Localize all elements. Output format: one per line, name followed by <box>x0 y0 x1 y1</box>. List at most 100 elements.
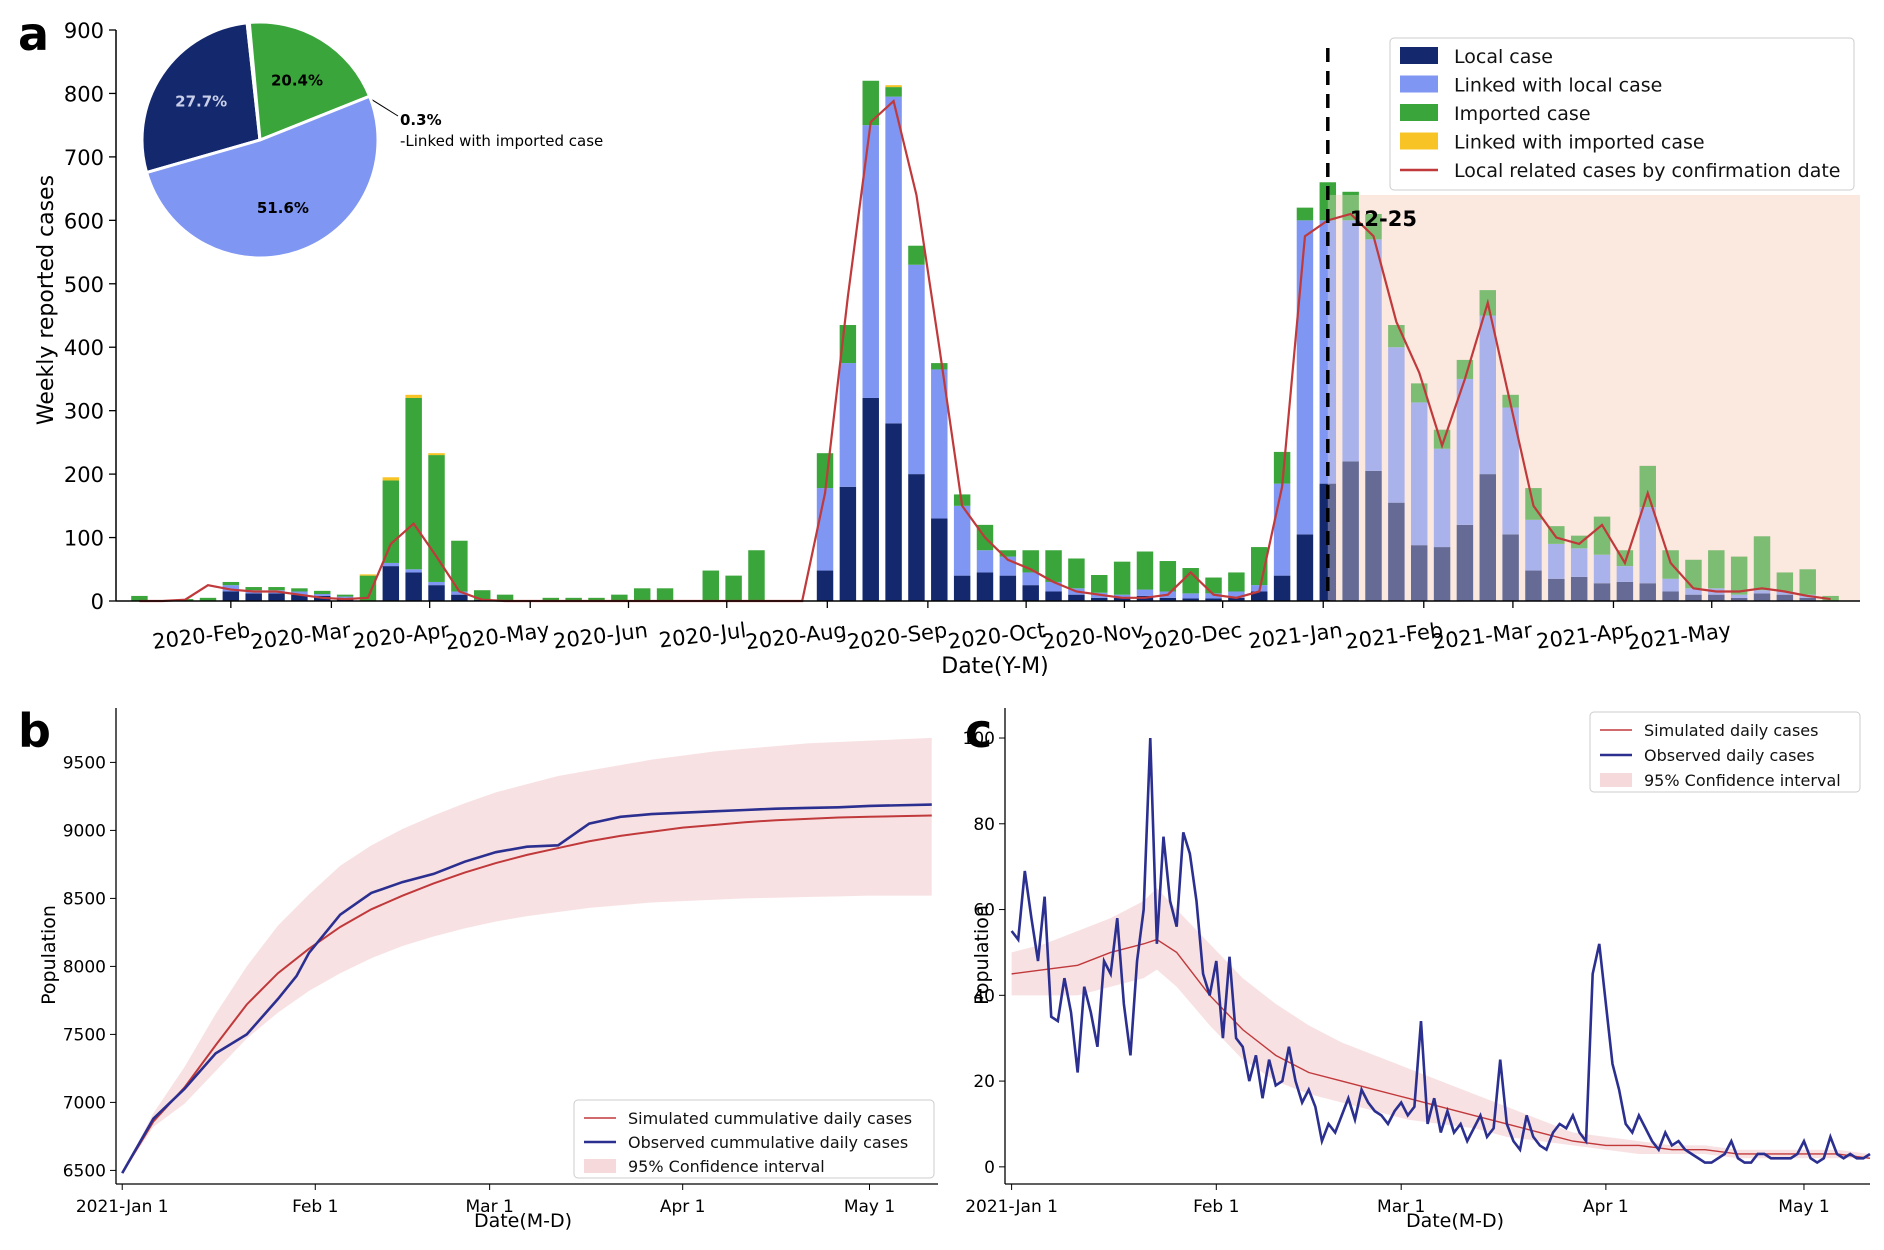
panel-letter-a: a <box>18 7 49 61</box>
bar-segment-linked_local <box>1388 347 1405 503</box>
bar-segment-imported <box>1113 561 1131 595</box>
legend-swatch-linked_local <box>1400 75 1438 93</box>
x-tick-label: 2020-Feb <box>151 618 251 654</box>
bar-segment-linked_local <box>1730 594 1748 598</box>
y-tick-label: 9000 <box>63 821 106 841</box>
x-tick-label: 2021-Apr <box>1535 618 1634 654</box>
bar-segment-linked_local <box>222 585 240 592</box>
observed-line <box>121 803 932 1174</box>
bar-segment-linked_local <box>1205 593 1222 599</box>
confidence-band <box>122 737 932 1174</box>
bar-segment-linked_local <box>1570 548 1588 577</box>
bar-segment-imported <box>1273 451 1291 484</box>
bar-segment-linked_imported <box>405 394 422 398</box>
bar-segment-imported <box>1182 568 1199 594</box>
bar-segment-local <box>451 594 468 601</box>
bar-segment-local <box>862 397 879 601</box>
y-tick-label: 0 <box>984 1158 995 1178</box>
legend-label: Local related cases by confirmation date <box>1454 160 1840 182</box>
bar-segment-imported <box>314 590 331 595</box>
bar-segment-local <box>1228 597 1245 601</box>
bar-segment-local <box>931 518 948 601</box>
legend-label: Observed cummulative daily cases <box>628 1133 908 1152</box>
bar-segment-imported <box>1205 577 1222 594</box>
y-tick-label: 80 <box>973 815 995 835</box>
bar-segment-local <box>1639 583 1656 601</box>
x-tick-label: 2021-Jan 1 <box>76 1197 169 1217</box>
bar-segment-local <box>1273 575 1291 601</box>
bar-segment-imported <box>656 588 674 601</box>
bar-segment-imported <box>702 570 719 601</box>
y-tick-label: 6500 <box>63 1161 106 1181</box>
simulated-line <box>121 814 932 1174</box>
bar-segment-local <box>1068 594 1085 601</box>
legend-label: Observed daily cases <box>1644 746 1815 765</box>
bar-segment-linked_imported <box>359 574 377 576</box>
bar-segment-linked_local <box>1136 589 1154 596</box>
bar-segment-imported <box>816 453 834 489</box>
bar-segment-imported <box>451 540 468 592</box>
bar-segment-linked_local <box>885 96 902 424</box>
x-tick-label: Mar 1 <box>1377 1197 1425 1217</box>
y-tick-label: 500 <box>64 273 104 297</box>
bar-segment-local <box>1502 534 1519 601</box>
bar-segment-local <box>291 594 308 601</box>
bar-segment-imported <box>885 87 902 97</box>
x-tick-label: 2020-Jul <box>658 618 748 652</box>
legend-frame <box>573 1099 935 1179</box>
y-tick-label: 900 <box>64 19 104 43</box>
pie-annotation-text: -Linked with imported case <box>400 132 603 150</box>
bar-segment-linked_local <box>1342 220 1359 462</box>
bar-segment-linked_local <box>1410 402 1428 546</box>
bar-segment-imported <box>131 595 148 601</box>
bar-segment-imported <box>999 550 1017 557</box>
bar-segment-linked_local <box>816 488 834 571</box>
bar-segment-imported <box>725 575 742 601</box>
bar-segment-local <box>1776 594 1794 601</box>
y-tick-label: 200 <box>64 463 104 487</box>
legend-label: Simulated daily cases <box>1644 721 1818 740</box>
x-tick-label: Mar 1 <box>465 1197 513 1217</box>
x-tick-label: Feb 1 <box>1193 1197 1239 1217</box>
x-tick-label: 2021-Feb <box>1344 618 1444 654</box>
y-tick-label: 8500 <box>63 889 106 909</box>
bar-segment-local <box>976 572 994 601</box>
bar-segment-imported <box>748 550 765 601</box>
bar-segment-local <box>1022 585 1039 601</box>
legend-a: Local case Linked with local case Imported… <box>1389 37 1855 191</box>
bar-segment-linked_local <box>1753 590 1771 594</box>
x-tick-label: 2020-Aug <box>744 618 848 654</box>
bar-segment-local <box>1159 597 1177 601</box>
legend-c: Simulated daily cases Observed daily case… <box>1589 711 1861 793</box>
y-tick-label: 60 <box>973 901 995 921</box>
pie-slice-linked_local <box>144 94 380 260</box>
bar-segment-linked_local <box>1479 315 1497 475</box>
pie-chart: 27.7% 20.4% 51.6% 0.3% -Linked with imported… <box>140 20 603 260</box>
bar-segment-local <box>1456 524 1474 601</box>
x-tick-label: Apr 1 <box>660 1197 706 1217</box>
bar-segment-imported <box>908 245 925 265</box>
bar-segment-linked_local <box>1456 378 1474 525</box>
x-axis-label-b: Date(M-D) <box>474 1210 572 1232</box>
y-axis-label-c: Population <box>971 905 993 1005</box>
pie-slice-local <box>140 21 262 175</box>
bar-segment-linked_local <box>1616 566 1634 582</box>
vline-label: 12-25 <box>1350 207 1417 231</box>
bar-segment-local <box>1205 598 1222 601</box>
bar-segment-local <box>1479 474 1497 601</box>
bar-segment-local <box>953 575 971 601</box>
y-tick-label: 0 <box>91 590 104 614</box>
bar-segment-imported <box>428 455 445 582</box>
bar-segment-imported <box>1570 535 1588 549</box>
line-series <box>139 98 1831 603</box>
bar-segment-imported <box>931 363 948 370</box>
x-tick-label: 2020-Nov <box>1041 618 1145 654</box>
bar-segment-local <box>1113 597 1131 601</box>
confidence-band <box>1011 888 1870 1159</box>
bar-segment-linked_local <box>291 591 308 595</box>
panel-letter-b: b <box>18 704 51 758</box>
bar-segment-local <box>885 423 902 601</box>
y-tick-label: 800 <box>64 82 104 106</box>
plot-b: 6500 7000 7500 8000 8500 9000 9500 2021-Jan 1 Fe… <box>63 708 938 1217</box>
